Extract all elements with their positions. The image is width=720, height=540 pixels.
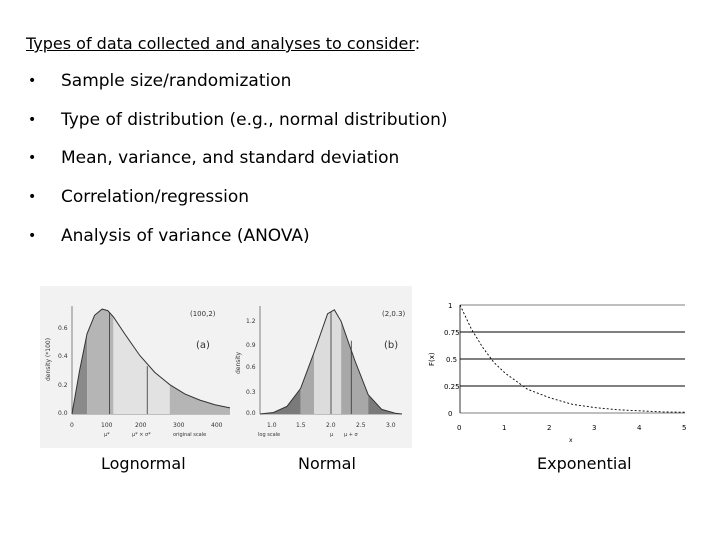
y-tick: 0.6: [246, 364, 256, 371]
x-sub-label: μ*: [104, 432, 110, 438]
y-tick: 1: [448, 302, 452, 310]
shaded-region: [260, 388, 301, 414]
list-item-text: Mean, variance, and standard deviation: [61, 148, 400, 169]
shaded-region: [169, 384, 230, 414]
x-sub-label: log scale: [258, 432, 280, 438]
page-heading: Types of data collected and analyses to …: [26, 34, 420, 53]
x-tick: 3.0: [386, 422, 396, 429]
normal-chart: density (2,0.3) (b) 0.0 0.3 0.6 0.9 1.2 …: [232, 286, 412, 448]
y-tick: 0: [448, 410, 452, 418]
heading-text: Types of data collected and analyses to …: [26, 34, 415, 53]
shaded-region: [113, 316, 170, 414]
y-axis-label: density (*100): [45, 338, 52, 381]
y-tick: 0.5: [446, 356, 457, 364]
y-tick: 0.0: [246, 410, 256, 417]
x-tick: 1.5: [296, 422, 306, 429]
x-tick: 1: [502, 424, 506, 432]
list-item-text: Type of distribution (e.g., normal distr…: [61, 109, 448, 130]
x-tick: 0: [457, 424, 461, 432]
list-item-text: Analysis of variance (ANOVA): [61, 225, 310, 246]
y-tick: 0.4: [58, 353, 68, 360]
bullet-icon: •: [28, 150, 37, 167]
shaded-region: [341, 321, 369, 414]
y-ticks: 1 0.75 0.5 0.25 0: [444, 302, 460, 418]
shaded-region: [368, 394, 402, 414]
x-tick: 400: [211, 422, 223, 429]
y-axis-label: density: [235, 352, 242, 374]
x-sub-label: μ: [330, 432, 334, 438]
y-ticks: 0.0 0.2 0.4 0.6: [58, 325, 68, 417]
x-sub-label: μ + σ: [344, 432, 359, 438]
x-sub-label: original scale: [173, 432, 206, 438]
panel-label: (a): [196, 340, 210, 351]
y-tick: 1.2: [246, 318, 256, 325]
x-ticks: 0 1 2 3 4 5: [457, 424, 686, 432]
x-tick: 5: [682, 424, 686, 432]
y-tick: 0.0: [58, 410, 68, 417]
x-tick: 1.0: [267, 422, 277, 429]
bullet-icon: •: [28, 227, 37, 244]
bullet-icon: •: [28, 189, 37, 206]
x-tick: 300: [173, 422, 185, 429]
y-tick: 0.25: [444, 383, 460, 391]
param-label: (100,2): [190, 310, 216, 318]
plot-area: [71, 306, 231, 415]
x-tick: 200: [135, 422, 147, 429]
x-tick: 2: [547, 424, 551, 432]
x-tick: 100: [101, 422, 113, 429]
param-label: (2,0.3): [382, 310, 406, 318]
x-tick: 0: [70, 422, 74, 429]
shaded-region: [87, 309, 114, 414]
x-axis-label: x: [569, 437, 573, 444]
x-sub-label: μ* × σ*: [132, 432, 151, 438]
y-tick: 0.3: [246, 389, 256, 396]
bullet-icon: •: [28, 73, 37, 89]
caption-normal: Normal: [298, 454, 356, 473]
caption-lognormal: Lognormal: [101, 454, 186, 473]
x-tick: 4: [637, 424, 642, 432]
x-tick: 3: [592, 424, 596, 432]
plot-area: [459, 304, 686, 414]
x-tick: 2.0: [326, 422, 336, 429]
plot-area: [259, 306, 403, 415]
list-item-text: Sample size/randomization: [61, 71, 292, 91]
y-tick: 0.9: [246, 342, 256, 349]
list-item-text: Correlation/regression: [61, 187, 250, 208]
y-tick: 0.6: [58, 325, 68, 332]
y-axis-label: F(x): [428, 352, 436, 366]
x-tick: 2.5: [356, 422, 366, 429]
density-curve: [259, 309, 403, 415]
y-ticks: 0.0 0.3 0.6 0.9 1.2: [246, 318, 256, 417]
exponential-chart: F(x) 1 0.75 0.5 0.25 0 0 1 2 3 4 5 x: [428, 302, 686, 444]
y-tick: 0.2: [58, 382, 68, 389]
x-ticks: 1.0 1.5 2.0 2.5 3.0: [267, 422, 396, 429]
x-ticks: 0 100 200 300 400: [70, 422, 223, 429]
caption-exponential: Exponential: [537, 454, 632, 473]
panel-label: (b): [384, 340, 398, 351]
series-line: [459, 304, 686, 413]
lognormal-chart: density (*100) (100,2) (a) 0.0 0.2 0.4 0…: [40, 286, 240, 448]
heading-colon: :: [414, 34, 421, 53]
bullet-icon: •: [28, 111, 37, 128]
y-tick: 0.75: [444, 329, 460, 337]
density-curve: [71, 308, 231, 415]
shaded-region: [300, 352, 315, 414]
shaded-region: [314, 309, 342, 414]
